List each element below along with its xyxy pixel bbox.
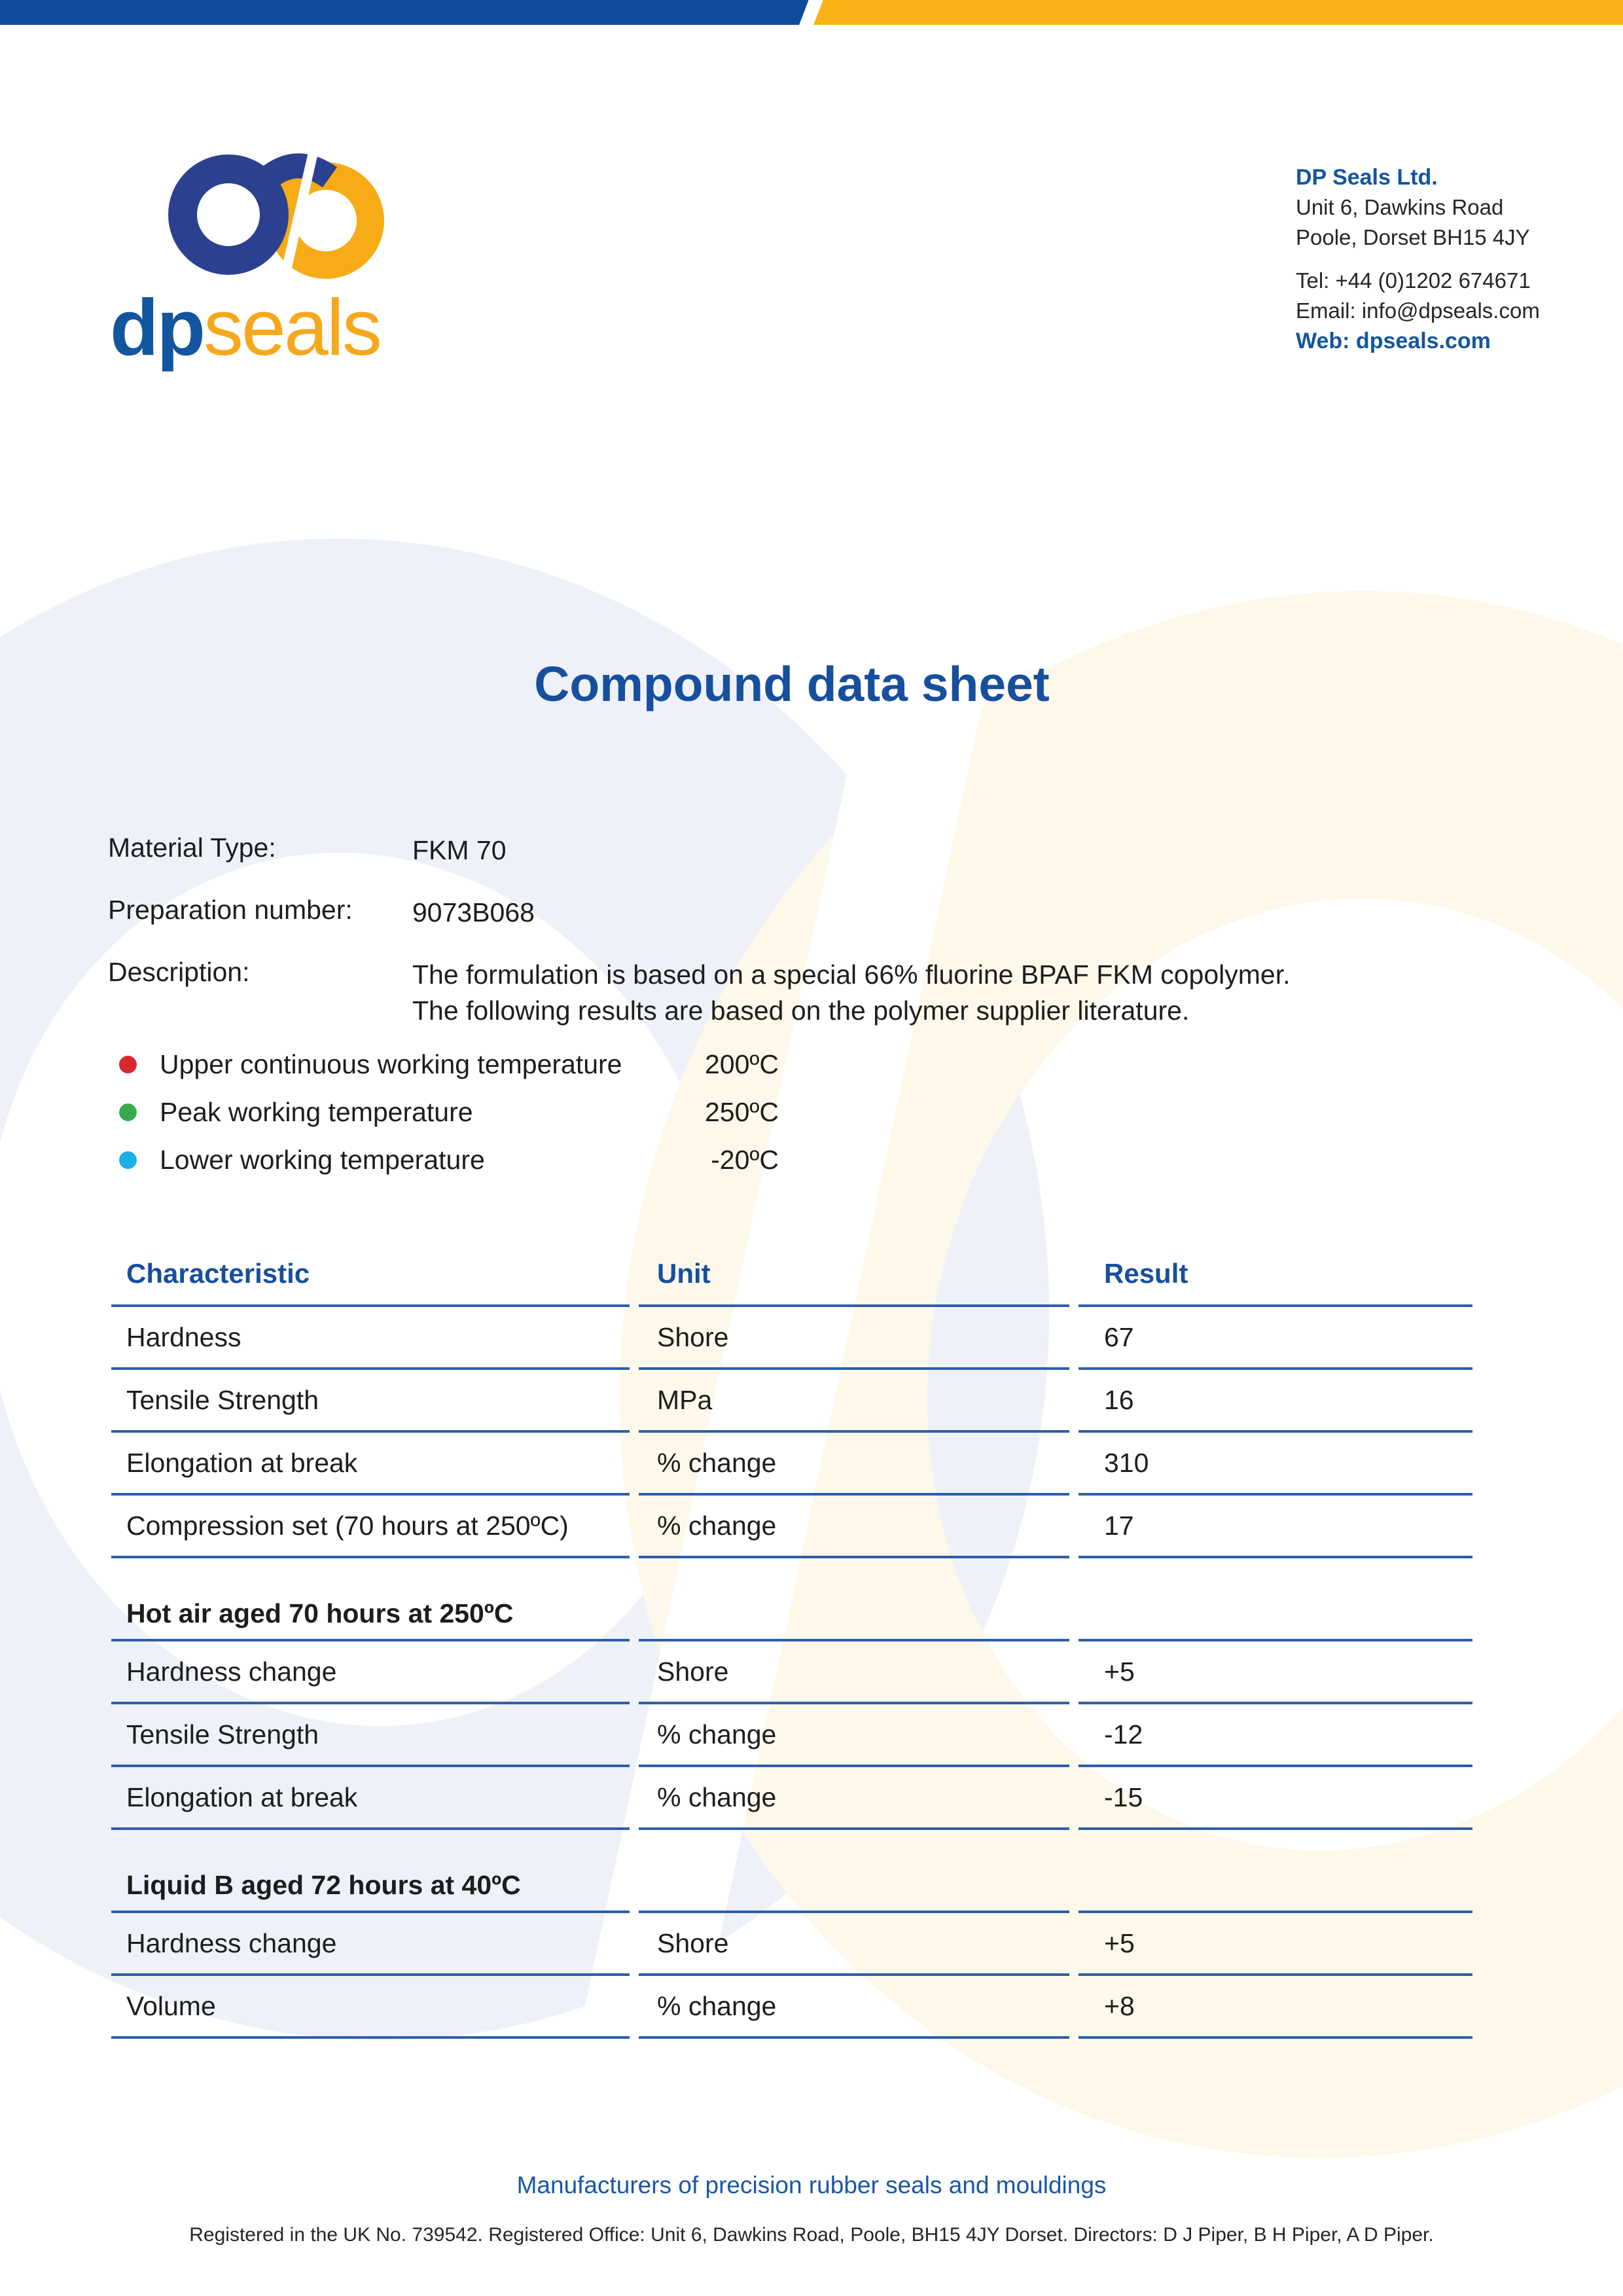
upper-temp-item: Upper continuous working temperature 200…	[119, 1041, 904, 1088]
material-type-value: FKM 70	[412, 835, 507, 865]
material-type-row: Material Type: FKM 70	[108, 833, 1482, 869]
cell-unit: % change	[639, 1433, 1069, 1496]
col-header-characteristic: Characteristic	[111, 1242, 630, 1307]
description-line-2: The following results are based on the p…	[412, 996, 1190, 1026]
cell-unit: % change	[639, 1496, 1069, 1558]
logo-wordmark: dpseals	[110, 278, 382, 376]
col-header-result: Result	[1079, 1242, 1472, 1307]
preparation-number-row: Preparation number: 9073B068	[108, 895, 1482, 931]
dp-seals-logo-mark	[168, 150, 384, 287]
website-line: Web: dpseals.com	[1296, 329, 1491, 353]
page-title: Compound data sheet	[534, 656, 1050, 711]
cell-characteristic: Compression set (70 hours at 250ºC)	[111, 1496, 630, 1558]
section-heading: Hot air aged 70 hours at 250ºC	[111, 1588, 630, 1641]
peak-temp-value: 250ºC	[705, 1097, 779, 1127]
cell-unit: % change	[639, 1767, 1069, 1830]
table-row: Elongation at break % change 310	[111, 1433, 1472, 1496]
cell-characteristic: Tensile Strength	[111, 1370, 630, 1433]
contact-block: DP Seals Ltd. Unit 6, Dawkins Road Poole…	[1296, 162, 1603, 356]
cell-result: 67	[1079, 1307, 1472, 1370]
table-row: Tensile Strength MPa 16	[111, 1370, 1472, 1433]
top-bar-blue-segment	[0, 0, 818, 25]
cell-result: 16	[1079, 1370, 1472, 1433]
cell-characteristic: Elongation at break	[111, 1433, 630, 1496]
red-bullet-icon	[119, 1056, 137, 1073]
material-type-label: Material Type:	[108, 833, 276, 863]
cell-unit: MPa	[639, 1370, 1069, 1433]
cell-characteristic: Elongation at break	[111, 1767, 630, 1830]
top-bar-orange-segment	[808, 0, 1623, 25]
temperature-bullets: Upper continuous working temperature 200…	[119, 1041, 904, 1184]
table-row: Hardness change Shore +5	[111, 1641, 1472, 1704]
logo-seals-text: seals	[204, 283, 382, 372]
cell-result: +5	[1079, 1913, 1472, 1976]
cell-result: +5	[1079, 1641, 1472, 1704]
cell-result: +8	[1079, 1976, 1472, 2039]
cell-unit: Shore	[639, 1641, 1069, 1704]
preparation-number-value: 9073B068	[412, 897, 535, 927]
cell-characteristic: Hardness change	[111, 1913, 630, 1976]
results-table: Characteristic Unit Result Hardness Shor…	[111, 1242, 1472, 2039]
section-heading-row-hot-air: Hot air aged 70 hours at 250ºC	[111, 1588, 1472, 1641]
cell-result: -12	[1079, 1704, 1472, 1767]
description-label: Description:	[108, 957, 250, 987]
company-name: DP Seals Ltd.	[1296, 165, 1438, 190]
description-row: Description: The formulation is based on…	[108, 957, 1482, 1029]
top-color-bar	[0, 0, 1623, 30]
email-line: Email: info@dpseals.com	[1296, 298, 1540, 323]
cell-unit: Shore	[639, 1307, 1069, 1370]
upper-temp-label: Upper continuous working temperature	[160, 1049, 622, 1079]
description-line-1: The formulation is based on a special 66…	[412, 960, 1291, 990]
logo-dp-text: dp	[110, 283, 205, 372]
lower-temp-item: Lower working temperature -20ºC	[119, 1136, 904, 1184]
cell-unit: % change	[639, 1704, 1069, 1767]
table-row: Elongation at break % change -15	[111, 1767, 1472, 1830]
peak-temp-label: Peak working temperature	[160, 1097, 473, 1127]
description-value: The formulation is based on a special 66…	[412, 957, 1482, 1029]
cell-unit: % change	[639, 1976, 1069, 2039]
cell-result: 17	[1079, 1496, 1472, 1558]
section-heading: Liquid B aged 72 hours at 40ºC	[111, 1859, 630, 1913]
material-info: Material Type: FKM 70 Preparation number…	[108, 833, 1482, 1055]
table-row: Hardness change Shore +5	[111, 1913, 1472, 1976]
green-bullet-icon	[119, 1103, 137, 1121]
cell-result: 310	[1079, 1433, 1472, 1496]
footer-registered-line: Registered in the UK No. 739542. Registe…	[189, 2224, 1434, 2246]
cell-characteristic: Tensile Strength	[111, 1704, 630, 1767]
footer-tagline: Manufacturers of precision rubber seals …	[516, 2172, 1107, 2198]
blue-bullet-icon	[119, 1151, 137, 1169]
lower-temp-label: Lower working temperature	[160, 1145, 485, 1175]
cell-characteristic: Volume	[111, 1976, 630, 2039]
table-row: Tensile Strength % change -12	[111, 1704, 1472, 1767]
cell-result: -15	[1079, 1767, 1472, 1830]
cell-unit: Shore	[639, 1913, 1069, 1976]
section-heading-row-liquid-b: Liquid B aged 72 hours at 40ºC	[111, 1859, 1472, 1913]
phone-line: Tel: +44 (0)1202 674671	[1296, 268, 1531, 293]
col-header-unit: Unit	[639, 1242, 1069, 1307]
table-header-row: Characteristic Unit Result	[111, 1242, 1472, 1307]
address-line-1: Unit 6, Dawkins Road	[1296, 195, 1504, 219]
lower-temp-value: -20ºC	[711, 1145, 779, 1175]
table-row: Hardness Shore 67	[111, 1307, 1472, 1370]
table-row: Compression set (70 hours at 250ºC) % ch…	[111, 1496, 1472, 1558]
cell-characteristic: Hardness change	[111, 1641, 630, 1704]
upper-temp-value: 200ºC	[705, 1049, 779, 1079]
table-row: Volume % change +8	[111, 1976, 1472, 2039]
cell-characteristic: Hardness	[111, 1307, 630, 1370]
preparation-number-label: Preparation number:	[108, 895, 353, 925]
peak-temp-item: Peak working temperature 250ºC	[119, 1088, 904, 1136]
dp-seals-logo: dpseals	[110, 147, 476, 396]
address-line-2: Poole, Dorset BH15 4JY	[1296, 225, 1530, 249]
